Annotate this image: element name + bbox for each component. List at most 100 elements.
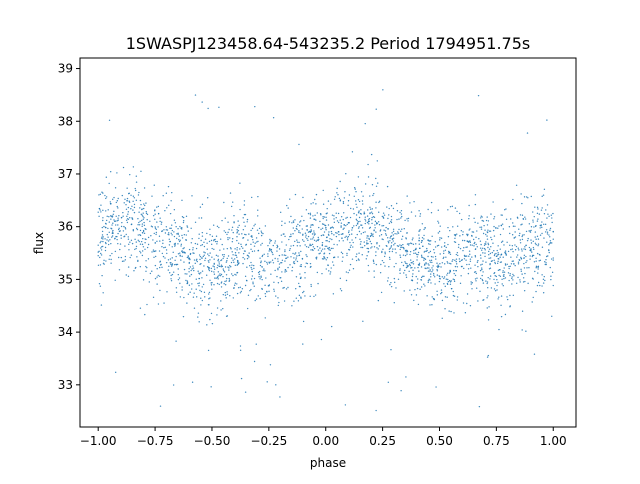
data-point — [541, 285, 543, 287]
data-point — [305, 225, 308, 227]
data-point — [100, 237, 103, 239]
data-point — [130, 194, 132, 196]
data-point — [516, 254, 519, 256]
data-point — [437, 244, 440, 247]
data-point — [194, 242, 197, 245]
data-point — [251, 268, 253, 271]
data-point — [512, 250, 514, 253]
data-point — [353, 187, 356, 189]
data-point — [535, 243, 537, 246]
data-point — [295, 259, 297, 261]
data-point — [170, 274, 172, 277]
data-point — [492, 201, 494, 203]
data-point — [316, 271, 319, 274]
data-point — [111, 236, 113, 238]
data-point — [271, 259, 274, 261]
data-point — [428, 278, 430, 281]
data-point — [156, 206, 158, 208]
data-point — [416, 282, 419, 284]
data-point — [211, 281, 213, 284]
data-point — [120, 225, 123, 228]
data-point — [159, 220, 161, 223]
data-point — [309, 212, 312, 214]
data-point — [253, 264, 255, 267]
data-point — [503, 244, 505, 246]
data-point — [267, 255, 269, 258]
data-point — [268, 242, 271, 244]
data-point — [469, 260, 472, 262]
data-point — [116, 200, 119, 202]
data-point — [320, 228, 322, 231]
data-point — [517, 276, 519, 279]
data-point — [134, 267, 137, 269]
data-point — [269, 240, 271, 242]
data-point — [311, 243, 314, 246]
y-tick-label: 35 — [58, 272, 73, 286]
data-point — [423, 251, 425, 253]
data-point — [274, 240, 277, 242]
data-point — [288, 221, 291, 223]
data-point — [198, 273, 201, 275]
data-point — [192, 267, 195, 269]
data-point — [181, 199, 183, 202]
data-point — [107, 243, 110, 246]
data-point — [545, 209, 547, 211]
data-point — [395, 252, 397, 254]
data-point — [106, 233, 108, 236]
data-point — [194, 221, 197, 223]
data-point — [496, 284, 498, 287]
data-point — [219, 238, 222, 240]
data-point — [413, 299, 415, 302]
y-tick-label: 38 — [58, 114, 73, 128]
data-point — [317, 282, 319, 285]
data-point — [552, 257, 554, 259]
data-point — [423, 234, 425, 237]
data-point — [512, 294, 515, 297]
data-point — [201, 277, 203, 279]
data-point — [387, 277, 389, 279]
data-point — [448, 272, 451, 274]
data-point — [429, 269, 431, 271]
data-point — [405, 274, 407, 276]
data-point — [216, 240, 218, 243]
data-point — [149, 272, 152, 275]
data-point — [355, 224, 358, 227]
data-point — [426, 295, 428, 297]
data-point — [525, 244, 527, 247]
data-point — [239, 248, 241, 250]
data-point — [505, 253, 507, 256]
data-point — [441, 317, 443, 319]
data-point — [390, 219, 393, 221]
data-point — [409, 253, 411, 256]
data-point — [302, 196, 304, 199]
data-point — [497, 254, 499, 256]
data-point — [260, 230, 262, 232]
data-point — [219, 274, 222, 277]
data-point — [98, 250, 100, 253]
data-point — [105, 242, 107, 245]
data-point — [137, 218, 139, 220]
chart-title: 1SWASPJ123458.64-543235.2 Period 1794951… — [126, 34, 531, 53]
data-point — [398, 228, 400, 231]
data-point — [254, 223, 256, 225]
data-point — [331, 261, 334, 263]
data-point — [494, 262, 497, 265]
data-point — [386, 185, 389, 188]
data-point — [520, 268, 522, 271]
data-point — [296, 255, 298, 257]
data-point — [131, 217, 133, 219]
data-point — [497, 269, 500, 272]
data-point — [446, 274, 448, 276]
data-point — [331, 238, 333, 241]
data-point — [232, 254, 234, 256]
data-point — [462, 302, 465, 304]
data-point — [231, 238, 234, 240]
data-point — [290, 215, 292, 218]
data-point — [216, 314, 218, 316]
data-point — [124, 255, 127, 258]
data-point — [414, 215, 417, 217]
data-point — [479, 226, 481, 228]
data-point — [321, 258, 324, 260]
data-point — [431, 267, 433, 269]
data-point — [255, 343, 257, 345]
